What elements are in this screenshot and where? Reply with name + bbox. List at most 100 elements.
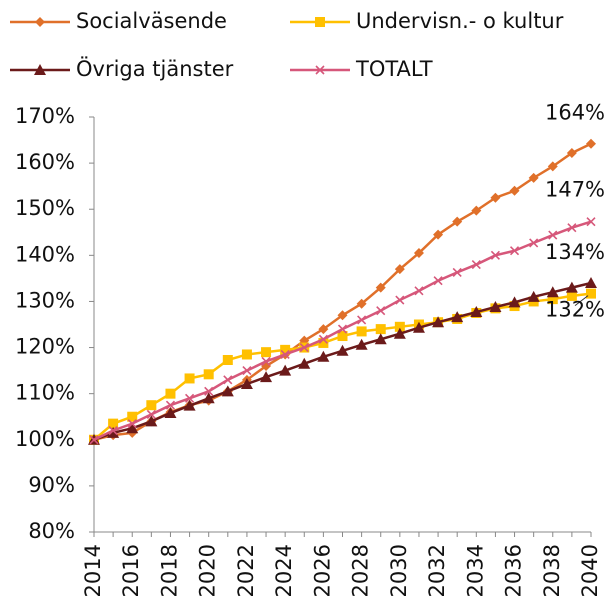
marker (241, 349, 252, 360)
data-label: 147% (545, 178, 605, 202)
x-tick-label: 2026 (310, 544, 334, 597)
marker (509, 185, 520, 196)
marker (127, 419, 137, 429)
marker (356, 298, 367, 309)
marker (567, 223, 577, 233)
marker (317, 350, 330, 362)
x-tick-label: 2024 (272, 544, 296, 597)
marker (471, 259, 481, 270)
legend-label: Undervisn.- o kultur (356, 9, 564, 33)
legend-label: Övriga tjänster (76, 56, 234, 81)
marker (223, 375, 233, 385)
marker (394, 264, 405, 275)
marker (202, 392, 215, 404)
marker (280, 349, 290, 360)
legend-marker (35, 17, 45, 27)
marker (318, 337, 329, 348)
y-tick-label: 80% (28, 519, 75, 543)
marker (489, 300, 502, 312)
marker (165, 400, 176, 410)
marker (490, 250, 500, 260)
marker (261, 347, 272, 358)
marker (566, 290, 577, 301)
marker (586, 138, 596, 149)
x-tick-label: 2040 (578, 544, 602, 597)
marker (546, 286, 559, 298)
marker (374, 333, 387, 345)
legend-marker (34, 64, 46, 75)
marker (108, 418, 119, 429)
marker (586, 288, 596, 299)
marker (279, 364, 292, 376)
marker (204, 386, 214, 396)
marker (240, 377, 253, 389)
x-tick-label: 2016 (119, 544, 143, 597)
marker (585, 277, 597, 288)
marker (146, 400, 157, 411)
marker (337, 331, 348, 342)
y-tick-label: 130% (15, 288, 75, 312)
marker (508, 296, 521, 308)
marker (414, 286, 424, 296)
marker (336, 344, 349, 356)
marker (337, 324, 348, 334)
marker (432, 316, 445, 328)
marker (413, 248, 424, 259)
x-tick-label: 2038 (540, 544, 564, 597)
x-tick-label: 2018 (157, 544, 181, 597)
marker (527, 290, 540, 302)
marker (108, 425, 118, 436)
marker (126, 422, 139, 434)
marker (357, 315, 367, 325)
marker (376, 306, 386, 316)
marker (452, 267, 462, 277)
marker (89, 435, 99, 445)
marker (146, 409, 156, 419)
marker (184, 373, 195, 384)
marker (412, 321, 425, 333)
marker (127, 411, 138, 422)
marker (183, 399, 196, 411)
x-tick-label: 2030 (387, 544, 411, 597)
marker (337, 310, 348, 321)
marker (242, 366, 252, 376)
marker (299, 342, 309, 353)
marker (260, 371, 273, 383)
marker (586, 217, 596, 227)
leader-line (574, 295, 589, 307)
data-label: 132% (545, 298, 605, 322)
x-tick-label: 2020 (196, 544, 220, 597)
marker (355, 338, 368, 350)
x-tick-label: 2028 (349, 544, 373, 597)
marker (298, 357, 311, 369)
marker (565, 281, 578, 293)
marker (318, 324, 329, 335)
legend-marker (315, 17, 325, 27)
legend-marker (315, 65, 325, 75)
marker (433, 229, 444, 240)
x-tick-label: 2014 (81, 544, 105, 597)
marker (395, 295, 405, 305)
marker (548, 230, 558, 240)
legend-label: Socialväsende (76, 9, 227, 33)
y-tick-label: 150% (15, 196, 75, 220)
x-tick-label: 2034 (463, 544, 487, 597)
y-tick-label: 90% (28, 473, 75, 497)
data-label: 134% (545, 240, 605, 264)
marker (451, 311, 464, 323)
marker (165, 388, 176, 399)
marker (318, 334, 328, 344)
x-tick-label: 2036 (502, 544, 526, 597)
data-label: 164% (545, 101, 605, 125)
marker (470, 306, 483, 318)
marker (433, 276, 443, 286)
marker (375, 324, 386, 335)
legend-label: TOTALT (355, 57, 433, 81)
y-tick-label: 120% (15, 335, 75, 359)
marker (490, 192, 501, 203)
marker (222, 355, 233, 366)
marker (145, 415, 158, 427)
marker (566, 147, 577, 158)
marker (452, 216, 463, 227)
